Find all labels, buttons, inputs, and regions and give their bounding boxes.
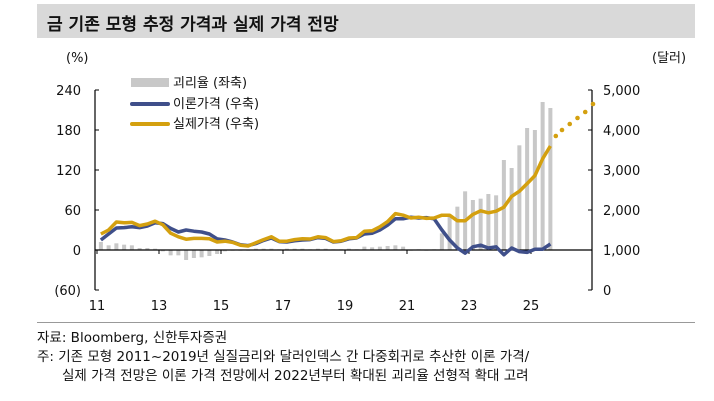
gap-bar — [215, 250, 220, 254]
left-axis-tick-label: 0 — [73, 244, 81, 259]
gap-bar — [540, 102, 545, 250]
gap-bar — [393, 245, 398, 250]
gap-bars — [98, 102, 553, 260]
right-axis-tick-label: 2,000 — [603, 204, 640, 219]
left-axis-tick-label: 60 — [64, 204, 81, 219]
series-lines — [99, 101, 596, 257]
x-axis-tick-label: 19 — [337, 299, 354, 314]
left-axis-tick-label: (60) — [54, 284, 81, 299]
forecast-point — [575, 115, 580, 121]
gap-bar — [191, 250, 196, 258]
gap-bar — [470, 200, 475, 250]
forecast-point — [590, 101, 596, 107]
forecast-point — [582, 109, 588, 115]
gap-bar — [532, 130, 537, 250]
gap-bar — [455, 206, 460, 250]
right-axis-tick-label: 4,000 — [603, 124, 640, 139]
gap-bar — [401, 246, 406, 250]
gap-bar — [122, 244, 127, 250]
gap-bar — [160, 250, 165, 252]
left-axis-tick-label: 240 — [56, 84, 81, 99]
gap-bar — [199, 250, 204, 258]
gap-bar — [439, 233, 444, 250]
gap-bar — [129, 245, 134, 250]
legend-label-gap: 괴리율 (좌축) — [173, 76, 247, 91]
gap-bar — [269, 248, 274, 250]
gap-bar — [517, 145, 522, 250]
gap-bar — [292, 248, 297, 250]
x-axis-tick-label: 15 — [213, 299, 230, 314]
x-axis-tick-label: 11 — [89, 299, 106, 314]
gap-bar — [153, 248, 158, 250]
gap-bar — [106, 245, 111, 250]
forecast-point — [567, 121, 573, 127]
gap-bar — [548, 108, 553, 250]
gap-bar — [184, 250, 189, 260]
gap-bar — [284, 248, 289, 250]
left-axis-tick-label: 180 — [56, 124, 81, 139]
right-axis-tick-label: 1,000 — [603, 244, 640, 259]
gap-bar — [168, 250, 173, 256]
legend-label-theoretical: 이론가격 (우축) — [173, 97, 259, 112]
x-axis-tick-label: 23 — [461, 299, 478, 314]
left-axis-tick-label: 120 — [56, 164, 81, 179]
gap-bar — [478, 198, 483, 250]
actual-price-line — [100, 145, 552, 248]
gap-bar — [261, 248, 266, 250]
gap-bar — [370, 247, 375, 250]
gap-bar — [323, 248, 328, 250]
title-bar: 금 기존 모형 추정 가격과 실제 가격 전망 — [37, 4, 695, 38]
gap-bar — [494, 195, 499, 250]
gap-bar — [98, 242, 103, 250]
left-axis-unit: (%) — [66, 51, 89, 66]
gap-bar — [315, 248, 320, 250]
gap-bar — [385, 246, 390, 250]
legend-label-actual: 실제가격 (우축) — [173, 117, 259, 132]
gap-bar — [362, 246, 367, 250]
gap-bar — [525, 128, 530, 250]
gap-bar — [486, 194, 491, 250]
gap-bar — [137, 248, 142, 250]
right-axis-tick-label: 0 — [603, 284, 611, 299]
gap-bar — [222, 250, 227, 252]
legend-swatch-gap — [131, 78, 169, 87]
forecast-point — [553, 133, 559, 139]
right-axis-tick-label: 5,000 — [603, 84, 640, 99]
footnote-2: 실제 가격 전망은 이론 가격 전망에서 2022년부터 확대된 괴리율 선형적… — [62, 368, 529, 384]
x-axis-tick-label: 21 — [399, 299, 416, 314]
gap-bar — [207, 250, 212, 256]
gap-bar — [114, 243, 119, 250]
gap-bar — [447, 216, 452, 250]
gap-bar — [253, 248, 258, 250]
gap-bar — [176, 250, 181, 256]
legend: 괴리율 (좌축) 이론가격 (우축) 실제가격 (우축) — [130, 76, 259, 132]
gap-bar — [509, 168, 514, 250]
x-axis-tick-label: 25 — [523, 299, 540, 314]
gap-bar — [300, 248, 305, 250]
right-axis-tick-label: 3,000 — [603, 164, 640, 179]
footnote-1: 주: 기존 모형 2011~2019년 실질금리와 달러인덱스 간 다중회귀로 … — [37, 349, 530, 365]
gap-bar — [145, 248, 150, 250]
source-note: 자료: Bloomberg, 신한투자증권 — [37, 330, 228, 346]
axes: (60) 0 60 120 180 240 0 1,000 2,000 3,000 4,000 5,0… — [54, 84, 640, 314]
gap-bar — [346, 248, 351, 250]
footer-divider — [37, 322, 695, 323]
right-axis-unit: (달러) — [652, 51, 686, 66]
chart-title: 금 기존 모형 추정 가격과 실제 가격 전망 — [47, 15, 339, 35]
forecast-point — [559, 127, 565, 133]
x-axis-tick-label: 13 — [151, 299, 168, 314]
gap-bar — [377, 246, 382, 250]
x-axis-tick-label: 17 — [275, 299, 292, 314]
